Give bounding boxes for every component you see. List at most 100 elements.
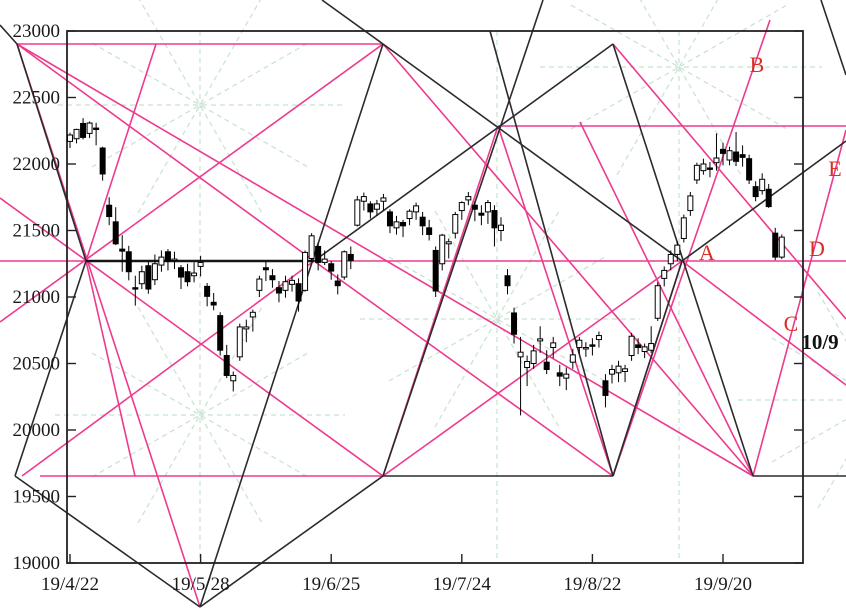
plot-border xyxy=(66,30,804,564)
candle xyxy=(197,255,204,277)
pink-gann-line xyxy=(612,43,846,320)
candle xyxy=(752,181,759,202)
candle-body-bullish xyxy=(393,221,400,229)
candle-body-bullish xyxy=(628,335,635,357)
pink-gann-line xyxy=(16,43,754,477)
y-axis-label: 22000 xyxy=(13,154,61,175)
candle-body-bullish xyxy=(465,196,472,201)
candle-body-bullish xyxy=(654,285,661,319)
candle xyxy=(419,211,426,236)
annotation-label-A: A xyxy=(699,240,715,265)
candle xyxy=(158,250,165,272)
candle-body-bullish xyxy=(595,335,602,341)
candle xyxy=(269,269,276,288)
candle-body-bullish xyxy=(452,214,459,234)
candle-body-bearish xyxy=(367,203,374,213)
dashed-spoke-line xyxy=(388,256,606,382)
black-gann-line xyxy=(820,0,846,76)
pink-gann-line xyxy=(85,260,136,477)
candle-body-bullish xyxy=(439,234,446,265)
candle xyxy=(465,191,472,206)
candle-body-bullish xyxy=(582,347,589,350)
candle xyxy=(537,326,544,353)
candle xyxy=(458,201,465,220)
candle-body-bullish xyxy=(726,150,733,161)
candle-body-bullish xyxy=(576,339,583,349)
candle-body-bullish xyxy=(282,281,289,291)
candle-body-bullish xyxy=(67,134,73,142)
candle xyxy=(380,193,387,211)
candle-body-bullish xyxy=(256,278,263,291)
candle xyxy=(236,323,243,361)
candle-body-bearish xyxy=(184,271,191,283)
candle-body-bearish xyxy=(504,275,511,287)
pink-gann-line xyxy=(752,129,846,477)
candle xyxy=(680,214,687,243)
black-gann-line xyxy=(0,24,18,45)
candle xyxy=(667,250,674,271)
candle-body-bullish xyxy=(524,361,531,368)
candle-body-bullish xyxy=(674,244,681,255)
candle xyxy=(210,293,217,311)
candle xyxy=(347,246,354,270)
candle-body-bullish xyxy=(86,122,93,134)
candle xyxy=(223,344,230,379)
candle-body-bullish xyxy=(341,251,348,278)
candle-body-bearish xyxy=(210,301,217,306)
candle xyxy=(772,227,779,261)
candle xyxy=(713,133,720,171)
dashed-spoke-line xyxy=(91,42,309,168)
candle xyxy=(138,265,145,290)
candle-body-bullish xyxy=(713,157,720,164)
candle-body-bearish xyxy=(145,265,152,290)
candle-body-bearish xyxy=(511,312,518,335)
candle-body-bullish xyxy=(759,178,766,192)
candle xyxy=(530,344,537,369)
candle xyxy=(275,281,282,303)
candle-body-bearish xyxy=(93,127,100,130)
candle xyxy=(315,243,322,271)
candle xyxy=(759,173,766,195)
candle-body-bullish xyxy=(197,261,204,267)
candle-body-bearish xyxy=(765,188,772,208)
candle xyxy=(112,207,119,246)
annotation-label-E: E xyxy=(828,156,841,181)
candle-body-bullish xyxy=(413,205,420,213)
candle xyxy=(132,275,139,306)
candle xyxy=(628,332,635,361)
candle-body-bullish xyxy=(641,346,648,353)
candle xyxy=(511,307,518,344)
dashed-spoke-line xyxy=(388,256,606,382)
candle xyxy=(302,250,309,292)
candle xyxy=(765,183,772,208)
candle xyxy=(602,374,609,408)
candle-body-bearish xyxy=(178,267,185,278)
black-gann-line xyxy=(681,140,846,262)
candle-body-bearish xyxy=(635,344,642,349)
y-axis-label: 19500 xyxy=(13,487,61,508)
candle xyxy=(106,197,113,226)
candle-body-bullish xyxy=(308,235,315,259)
candle xyxy=(615,360,622,383)
black-gann-line xyxy=(199,43,384,608)
dashed-spoke-line xyxy=(639,0,742,176)
candle-body-bullish xyxy=(622,368,629,372)
dashed-spoke-line xyxy=(91,42,309,168)
axes-layer: 23000 22500 22000 21500 21000 20500 20000 19500… xyxy=(13,21,804,595)
candle xyxy=(249,309,256,332)
x-axis-label: 19/6/25 xyxy=(302,574,360,595)
y-axis-label: 20500 xyxy=(13,354,61,375)
y-axis-label: 20000 xyxy=(13,420,61,441)
candle-body-bearish xyxy=(733,151,740,162)
candle xyxy=(334,274,341,295)
black-gann-line xyxy=(199,475,384,608)
candle xyxy=(746,154,753,184)
candle xyxy=(400,219,407,238)
candle xyxy=(595,331,602,348)
candle-body-bullish xyxy=(236,326,243,358)
x-axis-label: 19/9/20 xyxy=(694,574,752,595)
candle xyxy=(582,342,589,357)
candle xyxy=(217,312,224,356)
candle-body-bearish xyxy=(746,158,753,181)
